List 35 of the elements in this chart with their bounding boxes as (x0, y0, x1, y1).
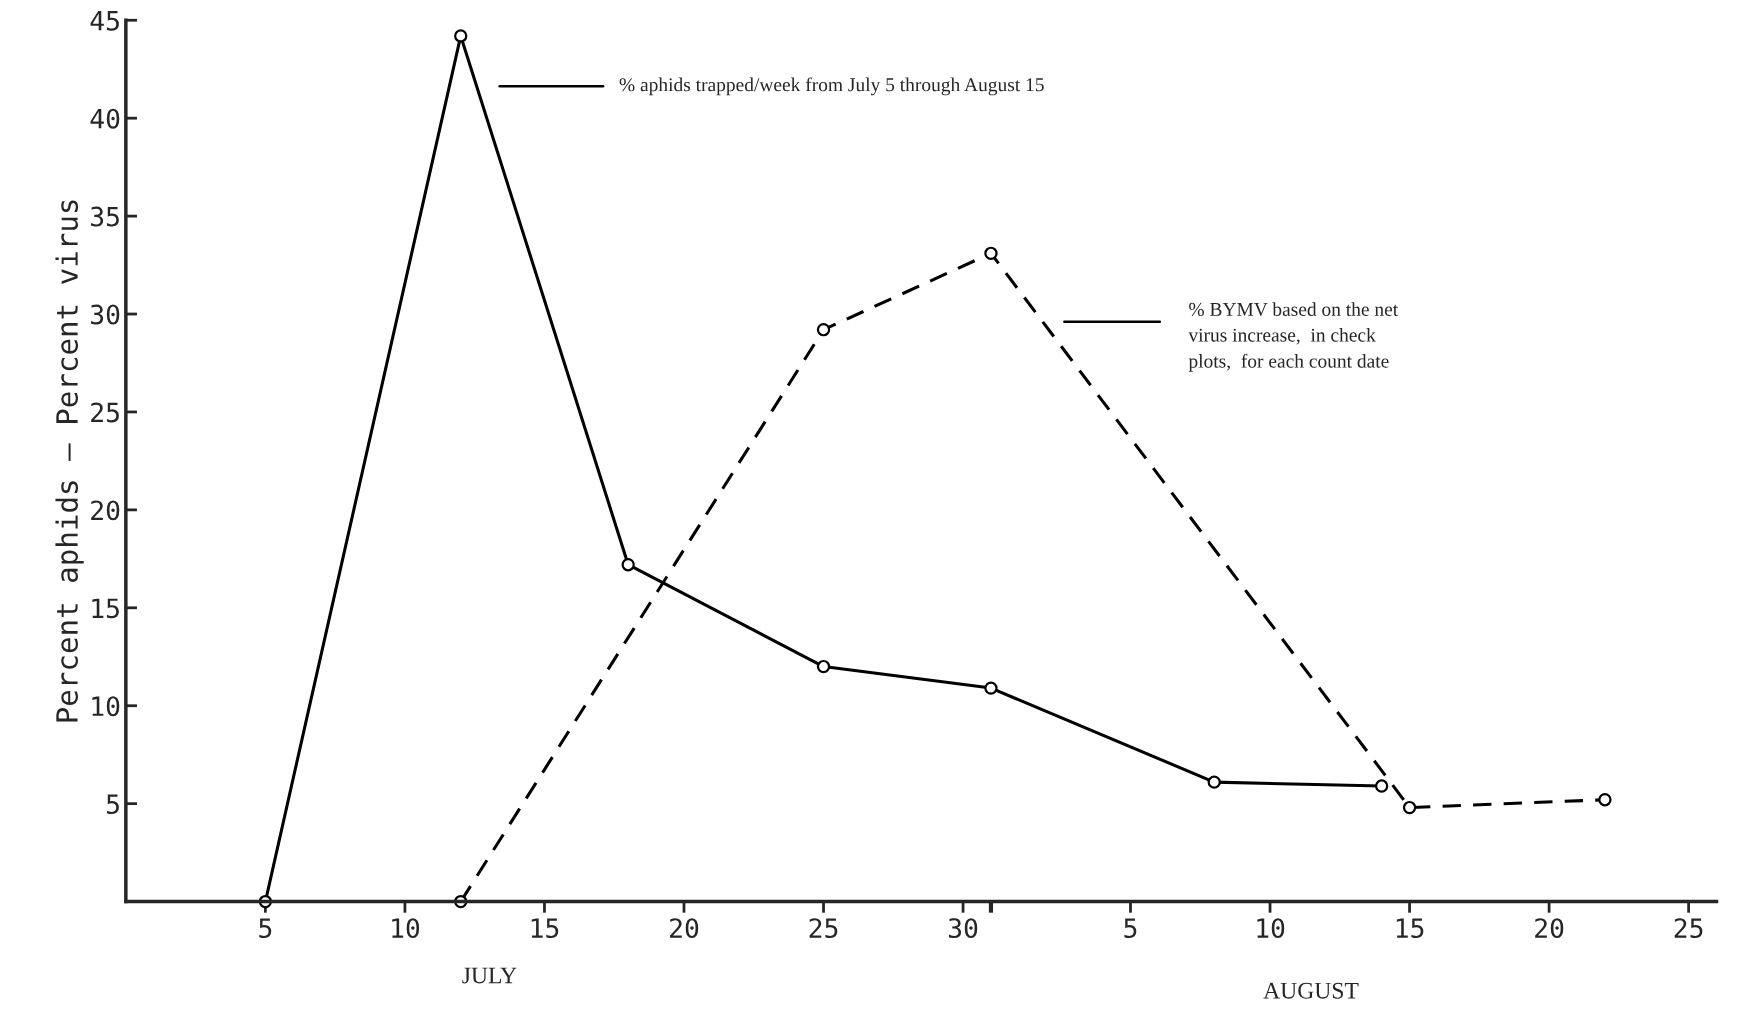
annotation: % BYMV based on the net virus increase, in check plots, for each count date (1188, 302, 1399, 372)
y-tick-label: 15 (92, 598, 119, 619)
text: AUGUST (1263, 982, 1359, 999)
annotation: % aphids trapped/week from July 5 through August 15 (619, 77, 1044, 96)
y-tick-label: 30 (90, 304, 120, 325)
y-tick-label: 5 (106, 794, 119, 815)
x-tick-label: 5 (1124, 918, 1137, 939)
x-tick-label: 5 (259, 918, 272, 939)
point (1374, 779, 1389, 793)
y-tick-label: 20 (91, 500, 120, 521)
point (816, 659, 831, 674)
y-tick-label: 45 (90, 11, 119, 31)
y-tick-label: 25 (91, 402, 119, 423)
x-tick-label: 10 (1257, 918, 1285, 939)
x-tick-label: 30 (948, 918, 978, 939)
x-tick-label: 15 (1396, 918, 1424, 939)
x-tick-label: 20 (670, 918, 699, 939)
x-tick-label: 15 (531, 918, 559, 939)
y-axis-title: Percent aphids — Percent virus (55, 200, 84, 722)
y-tick-label: 40 (90, 108, 120, 129)
y-tick-label: 10 (92, 696, 120, 717)
x-tick-label: 10 (392, 918, 420, 939)
point (621, 558, 635, 572)
y-tick-label: 35 (90, 206, 119, 227)
point (1207, 775, 1221, 789)
point (984, 681, 998, 695)
x-tick-label: 25 (1674, 918, 1703, 939)
text: JULY (462, 967, 517, 984)
point (816, 323, 831, 337)
point (1598, 793, 1612, 807)
x-tick-label: 25 (809, 918, 838, 939)
point (984, 246, 998, 260)
x-tick-label: 20 (1535, 918, 1564, 939)
point (454, 29, 468, 43)
point (1402, 800, 1417, 815)
